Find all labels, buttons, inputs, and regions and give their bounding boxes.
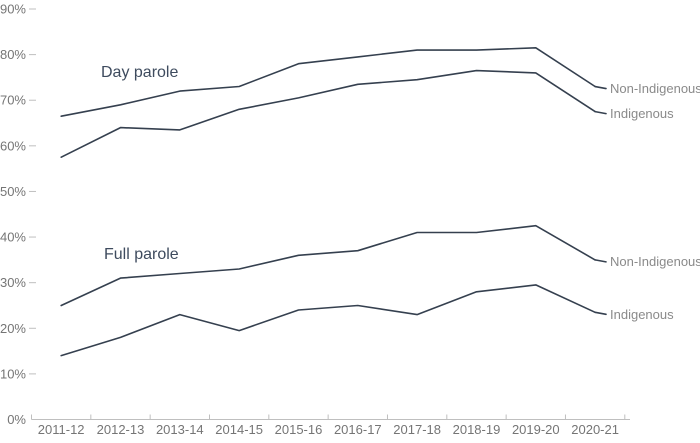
x-tick-label: 2019-20 [512, 422, 560, 437]
x-tick-label: 2016-17 [334, 422, 382, 437]
y-tick-label: 50% [0, 184, 26, 199]
x-tick-label: 2017-18 [393, 422, 441, 437]
day-parole-indigenous-label: Indigenous [610, 106, 674, 122]
full-parole-non-indigenous-leader [594, 259, 607, 263]
x-tick-label: 2018-19 [453, 422, 501, 437]
x-axis: 2011-12 2012-13 2013-14 2014-15 2015-16 2016-… [31, 414, 630, 437]
x-tick-label: 2012-13 [97, 422, 145, 437]
day-parole-lines [60, 46, 607, 158]
day-parole-non-indigenous-leader [594, 85, 607, 90]
day-parole-non-indigenous-label: Non-Indigenous [610, 81, 700, 97]
y-axis: 0% 10% 20% 30% 40% 50% 60% 70% 80% 90% [0, 2, 36, 427]
full-parole-non-indigenous-line [60, 224, 596, 307]
day-parole-indigenous-leader [594, 110, 607, 115]
y-tick-label: 70% [0, 93, 26, 108]
day-parole-non-indigenous-line [60, 46, 596, 117]
full-parole-indigenous-line [60, 284, 596, 357]
full-parole-lines [60, 224, 607, 357]
full-parole-indigenous-leader [594, 311, 607, 316]
y-tick-label: 40% [0, 230, 26, 245]
x-tick-label: 2011-12 [38, 422, 85, 437]
x-tick-label: 2014-15 [215, 422, 263, 437]
y-tick-label: 30% [0, 275, 26, 290]
y-tick-label: 60% [0, 138, 26, 153]
y-tick-label: 80% [0, 47, 26, 62]
y-tick-label: 10% [0, 366, 26, 381]
full-parole-indigenous-label: Indigenous [610, 306, 674, 322]
full-parole-non-indigenous-label: Non-Indigenous [610, 254, 700, 270]
x-tick-label: 2015-16 [275, 422, 323, 437]
full-parole-group-label: Full parole [104, 246, 179, 263]
y-tick-label: 20% [0, 321, 26, 336]
y-tick-label: 90% [0, 2, 26, 17]
day-parole-group-label: Day parole [101, 64, 179, 81]
x-tick-label: 2013-14 [156, 422, 204, 437]
x-tick-label: 2020-21 [571, 422, 619, 437]
y-tick-label: 0% [7, 412, 26, 427]
day-parole-indigenous-line [60, 69, 596, 158]
